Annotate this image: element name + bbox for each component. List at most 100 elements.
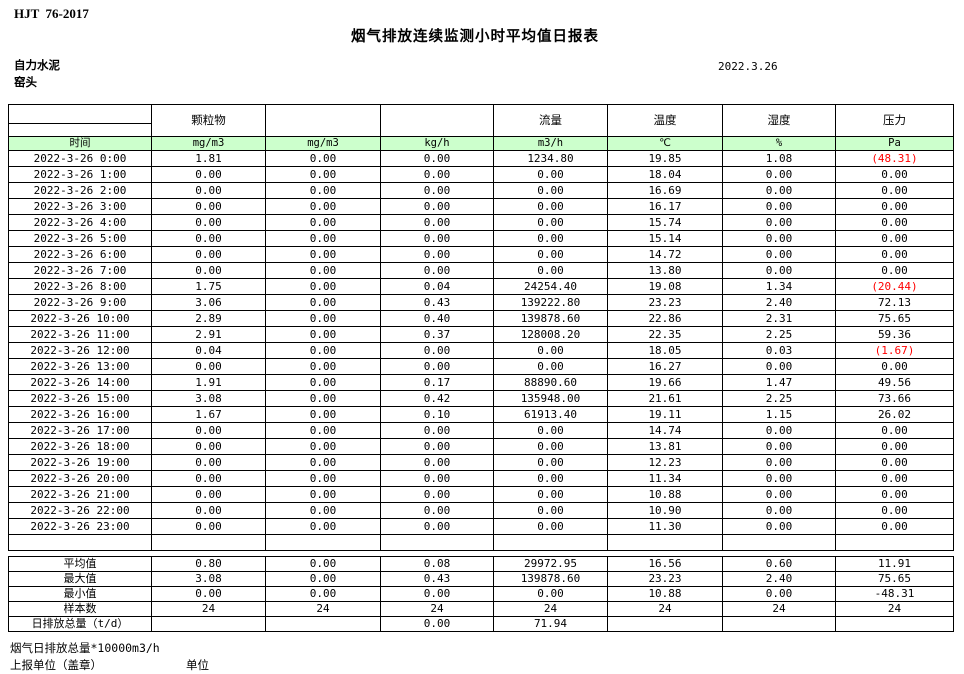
value-cell: 24 (835, 601, 954, 617)
value-cell: 0.00 (835, 422, 954, 439)
value-cell: 23.23 (607, 571, 723, 587)
hourly-row: 2022-3-26 8:00 1.75 0.00 0.04 24254.40 19.08 1… (8, 278, 954, 295)
value-cell: 0.00 (265, 374, 381, 391)
value-cell (151, 616, 266, 632)
time-cell: 2022-3-26 20:00 (8, 470, 152, 487)
value-cell: 0.00 (380, 616, 494, 632)
value-cell: 0.00 (493, 470, 608, 487)
value-cell: 0.00 (265, 198, 381, 215)
value-cell: 19.11 (607, 406, 723, 423)
summary-label: 日排放总量（t/d） (8, 616, 152, 632)
value-cell: 12.23 (607, 454, 723, 471)
value-cell: 2.89 (151, 310, 266, 327)
value-cell: 0.00 (722, 502, 836, 519)
value-cell: 0.00 (265, 310, 381, 327)
hourly-row: 2022-3-26 2:00 0.00 0.00 0.00 0.00 16.69 0.00 0… (8, 182, 954, 199)
time-cell: 2022-3-26 11:00 (8, 326, 152, 343)
value-cell: 0.00 (722, 486, 836, 503)
value-cell: 0.00 (380, 230, 494, 247)
time-cell: 2022-3-26 3:00 (8, 198, 152, 215)
value-cell: 1.15 (722, 406, 836, 423)
value-cell: 2.40 (722, 571, 836, 587)
value-cell: 21.61 (607, 390, 723, 407)
header-blank-top-cell (8, 104, 152, 124)
value-cell: 0.00 (265, 454, 381, 471)
value-cell: 13.81 (607, 438, 723, 455)
value-cell: 0.00 (835, 358, 954, 375)
value-cell: 16.17 (607, 198, 723, 215)
value-cell: 0.00 (835, 454, 954, 471)
value-cell: 0.00 (265, 486, 381, 503)
value-cell: 0.00 (265, 294, 381, 311)
value-cell: 0.00 (151, 586, 266, 602)
value-cell: 15.14 (607, 230, 723, 247)
summary-row: 最大值 3.08 0.00 0.43 139878.60 23.23 2.40 75.65 (8, 571, 954, 587)
value-cell: 128008.20 (493, 326, 608, 343)
value-cell: 0.00 (151, 166, 266, 183)
hourly-row: 2022-3-26 17:00 0.00 0.00 0.00 0.00 14.74 0.00… (8, 422, 954, 439)
value-cell: 0.00 (380, 182, 494, 199)
value-cell: 2.91 (151, 326, 266, 343)
value-cell: 88890.60 (493, 374, 608, 391)
value-cell: 0.00 (380, 502, 494, 519)
blank-cell (8, 534, 152, 551)
value-cell: 26.02 (835, 406, 954, 423)
value-cell: 16.69 (607, 182, 723, 199)
time-cell: 2022-3-26 8:00 (8, 278, 152, 295)
param-header-flow: 流量 (493, 104, 608, 137)
value-cell: 0.00 (380, 166, 494, 183)
value-cell: 0.00 (493, 246, 608, 263)
standard-code: HJT 76-2017 (14, 6, 89, 21)
hourly-row: 2022-3-26 12:00 0.04 0.00 0.00 0.00 18.05 0.03… (8, 342, 954, 359)
value-cell: 0.00 (265, 246, 381, 263)
value-cell: 59.36 (835, 326, 954, 343)
time-cell: 2022-3-26 21:00 (8, 486, 152, 503)
value-cell: 0.00 (493, 486, 608, 503)
value-cell: 0.42 (380, 390, 494, 407)
time-cell: 2022-3-26 12:00 (8, 342, 152, 359)
value-cell: 0.00 (722, 438, 836, 455)
unit-m3h: m3/h (493, 136, 608, 151)
report-unit-label: 上报单位（盖章） (10, 658, 102, 672)
station-name: 窑头 (14, 75, 37, 89)
value-cell: 0.00 (380, 438, 494, 455)
value-cell: 49.56 (835, 374, 954, 391)
param-header-blank-3 (380, 104, 494, 137)
value-cell: 0.00 (493, 214, 608, 231)
value-cell: 2.25 (722, 390, 836, 407)
value-cell: 0.43 (380, 294, 494, 311)
value-cell: 0.00 (151, 246, 266, 263)
value-cell: 1.75 (151, 278, 266, 295)
value-cell: 14.74 (607, 422, 723, 439)
hourly-row: 2022-3-26 6:00 0.00 0.00 0.00 0.00 14.72 0.00 0… (8, 246, 954, 263)
value-cell: 22.86 (607, 310, 723, 327)
time-cell: 2022-3-26 0:00 (8, 150, 152, 167)
value-cell: 0.00 (151, 230, 266, 247)
hourly-row: 2022-3-26 3:00 0.00 0.00 0.00 0.00 16.17 0.00 0… (8, 198, 954, 215)
value-cell: 18.05 (607, 342, 723, 359)
blank-cell (493, 534, 608, 551)
value-cell: 11.30 (607, 518, 723, 535)
value-cell: 0.43 (380, 571, 494, 587)
value-cell: 0.00 (265, 406, 381, 423)
summary-tbody: 平均值 0.80 0.00 0.08 29972.95 16.56 0.60 11.91 最大值… (8, 556, 954, 632)
value-cell: 0.04 (380, 278, 494, 295)
value-cell: 0.00 (722, 470, 836, 487)
value-cell: 0.00 (722, 422, 836, 439)
value-cell: 2.40 (722, 294, 836, 311)
value-cell: 29972.95 (493, 556, 608, 572)
value-cell: 0.00 (151, 182, 266, 199)
time-cell: 2022-3-26 16:00 (8, 406, 152, 423)
value-cell: 15.74 (607, 214, 723, 231)
value-cell: 0.00 (265, 438, 381, 455)
hourly-row: 2022-3-26 4:00 0.00 0.00 0.00 0.00 15.74 0.00 0… (8, 214, 954, 231)
value-cell: 0.00 (380, 586, 494, 602)
value-cell: 0.00 (835, 502, 954, 519)
value-cell: 0.03 (722, 342, 836, 359)
value-cell: 24 (151, 601, 266, 617)
blank-row (8, 534, 954, 551)
value-cell: 10.88 (607, 486, 723, 503)
value-cell: 1.81 (151, 150, 266, 167)
value-cell: 0.00 (151, 422, 266, 439)
value-cell: 0.00 (265, 278, 381, 295)
